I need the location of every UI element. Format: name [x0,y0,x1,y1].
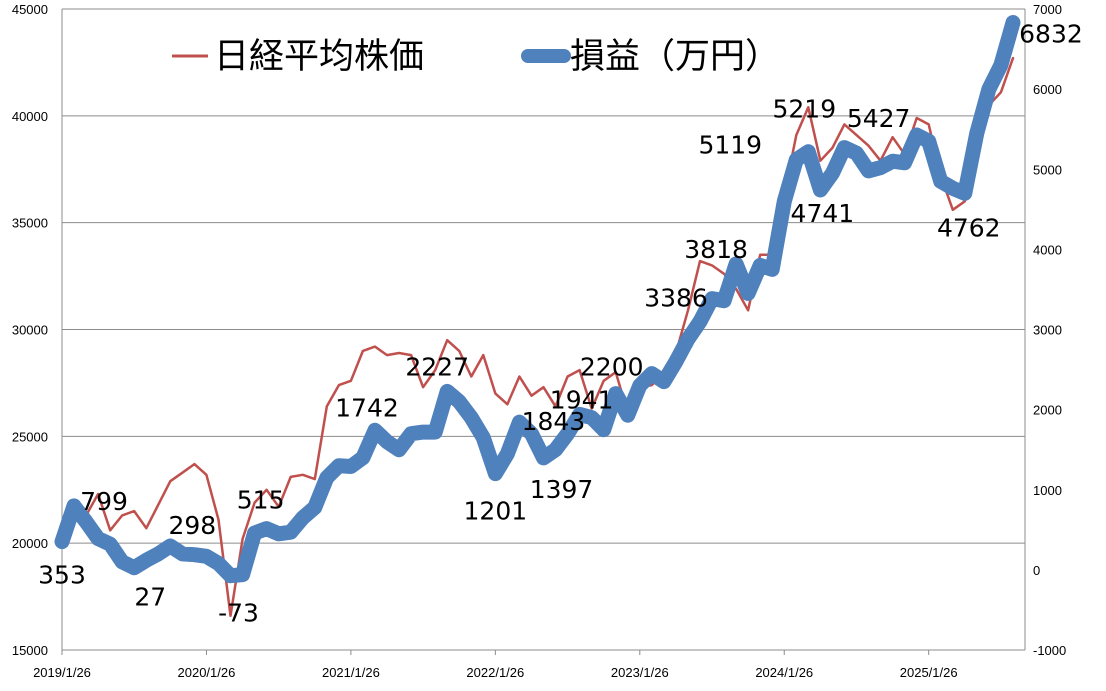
data-label: 4741 [791,199,855,228]
x-tick-label: 2022/1/26 [466,665,524,680]
data-label: 5427 [847,104,911,133]
y-right-tick-label: 6000 [1033,82,1062,97]
data-label: 5219 [773,95,837,124]
y-left-tick-label: 45000 [12,2,48,17]
series-line-nikkei [60,56,1015,618]
y-right-tick-label: 4000 [1033,242,1062,257]
data-label: 2227 [405,352,469,381]
y-right-tick-label: 1000 [1033,483,1062,498]
x-tick-label: 2019/1/26 [33,665,91,680]
data-label: 6832 [1019,19,1083,48]
y-left-tick-label: 25000 [12,429,48,444]
data-label: 3818 [684,235,748,264]
data-label: 1843 [522,407,586,436]
y-right-tick-label: 2000 [1033,403,1062,418]
data-label: 298 [168,511,216,540]
y-left-tick-label: 15000 [12,643,48,658]
x-tick-label: 2025/1/26 [900,665,958,680]
y-right-tick-label: 0 [1033,563,1040,578]
data-label: 1941 [550,385,614,414]
y-left-tick-label: 40000 [12,109,48,124]
data-label: 799 [80,487,128,516]
x-tick-label: 2021/1/26 [322,665,380,680]
y-left-tick-label: 35000 [12,216,48,231]
data-label: 5119 [698,131,762,160]
data-label: 4762 [937,213,1001,242]
data-label: 3386 [644,284,708,313]
data-label: 1397 [530,475,594,504]
data-label: 353 [38,561,86,590]
data-label: -73 [218,599,259,628]
legend-label-nikkei: 日経平均株価 [214,37,424,77]
data-label: 1742 [335,393,399,422]
y-right-tick-label: 3000 [1033,323,1062,338]
x-tick-label: 2023/1/26 [611,665,669,680]
data-label: 515 [237,486,285,515]
y-right-tick-label: 7000 [1033,2,1062,17]
axes: 15000200002500030000350004000045000-1000… [12,2,1066,680]
x-tick-label: 2020/1/26 [178,665,236,680]
data-label: 27 [134,583,166,612]
legend-label-profit: 損益（万円） [570,37,780,77]
x-tick-label: 2024/1/26 [755,665,813,680]
series-lines [54,15,1021,618]
y-right-tick-label: 5000 [1033,162,1062,177]
y-left-tick-label: 30000 [12,323,48,338]
data-label: 2200 [580,353,644,382]
y-right-tick-label: -1000 [1033,643,1066,658]
legend: 日経平均株価 損益（万円） [172,37,780,77]
data-label: 1201 [464,497,528,526]
series-line-profit [54,15,1021,584]
y-left-tick-label: 20000 [12,536,48,551]
